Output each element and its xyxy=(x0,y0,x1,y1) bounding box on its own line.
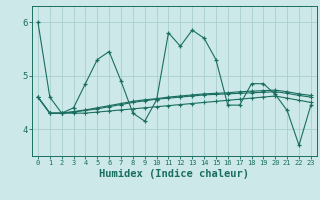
X-axis label: Humidex (Indice chaleur): Humidex (Indice chaleur) xyxy=(100,169,249,179)
